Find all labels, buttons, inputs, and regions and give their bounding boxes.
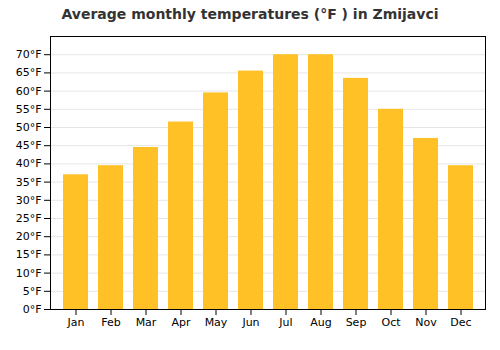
svg-text:55°F: 55°F — [16, 103, 42, 116]
svg-text:15°F: 15°F — [16, 248, 42, 261]
svg-text:65°F: 65°F — [16, 66, 42, 79]
svg-text:Oct: Oct — [381, 316, 401, 329]
svg-text:Jul: Jul — [278, 316, 292, 329]
svg-text:10°F: 10°F — [16, 267, 42, 280]
svg-text:45°F: 45°F — [16, 139, 42, 152]
svg-text:Dec: Dec — [450, 316, 471, 329]
svg-text:0°F: 0°F — [23, 303, 42, 316]
svg-text:May: May — [205, 316, 228, 329]
svg-text:30°F: 30°F — [16, 194, 42, 207]
svg-text:Jan: Jan — [67, 316, 85, 329]
svg-text:Jun: Jun — [241, 316, 259, 329]
svg-text:Apr: Apr — [171, 316, 191, 329]
svg-text:Feb: Feb — [101, 316, 120, 329]
svg-text:70°F: 70°F — [16, 48, 42, 61]
svg-text:60°F: 60°F — [16, 85, 42, 98]
svg-text:25°F: 25°F — [16, 212, 42, 225]
svg-text:5°F: 5°F — [23, 285, 42, 298]
svg-text:20°F: 20°F — [16, 230, 42, 243]
svg-text:Nov: Nov — [415, 316, 437, 329]
svg-text:35°F: 35°F — [16, 176, 42, 189]
svg-text:50°F: 50°F — [16, 121, 42, 134]
svg-text:Aug: Aug — [310, 316, 331, 329]
html-text:Average monthly temperatures (: Average monthly temperatures (°F ) in Zm… — [61, 6, 439, 22]
svg-text:Sep: Sep — [346, 316, 367, 329]
svg-text:Mar: Mar — [136, 316, 157, 329]
svg-text:40°F: 40°F — [16, 157, 42, 170]
